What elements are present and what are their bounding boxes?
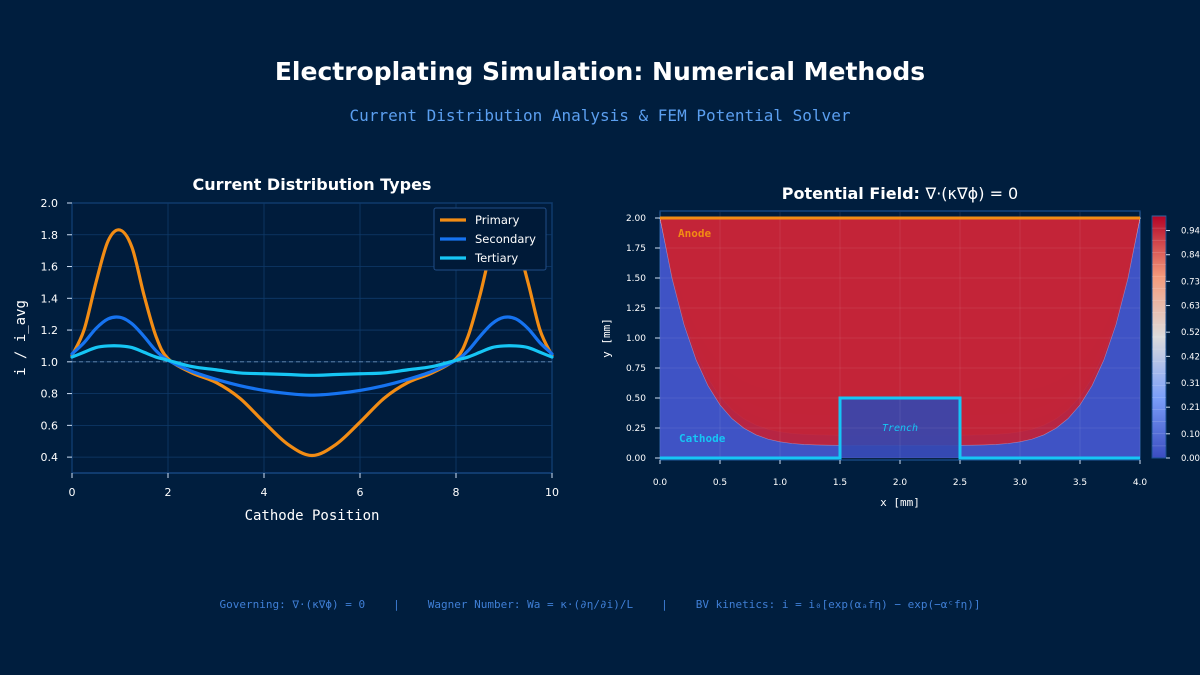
x-tick-label: 2.5	[953, 478, 967, 488]
colorbar-gradient	[1151, 215, 1167, 459]
y-tick-label: 1.25	[626, 304, 646, 314]
y-tick-label: 1.50	[626, 274, 646, 284]
x-tick-label: 0	[69, 486, 76, 499]
colorbar: 0.00 0.10 0.21 0.31 0.42 0.52 0.63 0.73 0.84 0.94	[1151, 215, 1200, 464]
y-tick-label: 0.50	[626, 394, 646, 404]
x-tick-label: 2.0	[893, 478, 908, 488]
x-tick-label: 1.5	[833, 478, 847, 488]
x-tick-label: 1.0	[773, 478, 788, 488]
x-tick-label: 4	[261, 486, 268, 499]
x-tick-label: 0.0	[653, 478, 668, 488]
y-tick-label: 1.2	[41, 324, 59, 337]
y-tick-label: 1.00	[626, 334, 646, 344]
x-ticks: 0.0 0.5 1.0 1.5 2.0 2.5 3.0 3.5 4.0	[653, 460, 1148, 488]
series-line-secondary	[70, 315, 554, 397]
legend-label-tertiary: Tertiary	[474, 251, 518, 265]
potential-field-chart: Potential Field: ∇·(κ∇ϕ) = 0 Anode Catho…	[600, 184, 1200, 509]
y-axis-label: y [mm]	[600, 318, 613, 358]
y-tick-label: 1.75	[626, 244, 646, 254]
current-distribution-chart: Current Distribution Types 0 2 4 6 8 10 0.40.…	[13, 175, 559, 524]
legend-box	[433, 207, 547, 271]
colorbar-tick-label: 0.52	[1181, 328, 1200, 338]
electrodes	[660, 216, 1140, 460]
footer-separator: |	[393, 598, 400, 611]
potential-contours	[659, 217, 1141, 458]
x-tick-label: 6	[357, 486, 364, 499]
colorbar-tick-label: 0.94	[1181, 227, 1200, 237]
y-tick-label: 1.6	[41, 261, 59, 274]
series-line-tertiary	[70, 344, 554, 377]
footer-equations: Governing: ∇·(κ∇ϕ) = 0 | Wagner Number: Wa…	[0, 598, 1200, 611]
colorbar-tick-label: 0.63	[1181, 302, 1200, 312]
y-tick-label: 0.4	[41, 451, 59, 464]
y-tick-label: 0.8	[41, 388, 59, 401]
wagner-number: Wagner Number: Wa = κ·(∂η/∂i)/L	[427, 598, 634, 611]
colorbar-tick-label: 0.73	[1181, 277, 1200, 287]
y-tick-label: 1.4	[41, 292, 59, 305]
y-axis-label: i / i_avg	[13, 300, 29, 376]
y-tick-label: 0.75	[626, 364, 646, 374]
y-tick-label: 2.0	[41, 197, 59, 210]
legend-label-primary: Primary	[475, 213, 520, 227]
governing-equation: Governing: ∇·(κ∇ϕ) = 0	[219, 598, 366, 611]
colorbar-tick-label: 0.31	[1181, 379, 1200, 389]
bv-kinetics: BV kinetics: i = i₀[exp(αₐfη) − exp(−αᶜf…	[695, 598, 981, 611]
y-ticks: 0.00 0.25 0.50 0.75 1.00 1.25 1.50 1.75 2.00	[626, 214, 660, 464]
cathode-line	[660, 396, 1140, 460]
x-tick-label: 4.0	[1133, 478, 1148, 488]
y-tick-label: 1.8	[41, 229, 59, 242]
x-tick-label: 2	[165, 486, 172, 499]
colorbar-tick-label: 0.21	[1181, 403, 1200, 413]
trench-label: Trench	[882, 423, 918, 434]
anode-label: Anode	[678, 227, 711, 240]
x-tick-label: 3.0	[1013, 478, 1028, 488]
x-tick-label: 3.5	[1073, 478, 1087, 488]
legend: Primary Secondary Tertiary	[433, 207, 547, 271]
y-ticks: 0.4 0.6 0.8 1.0 1.2 1.4 1.6 1.8 2.0	[41, 197, 72, 464]
page-subtitle: Current Distribution Analysis & FEM Pote…	[349, 106, 851, 125]
footer-separator: |	[661, 598, 668, 611]
y-tick-label: 0.00	[626, 454, 646, 464]
chart-title: Current Distribution Types	[193, 175, 432, 194]
y-tick-label: 0.25	[626, 424, 646, 434]
y-tick-label: 0.6	[41, 419, 59, 432]
y-tick-label: 1.0	[41, 356, 59, 369]
x-ticks: 0 2 4 6 8 10	[69, 473, 559, 499]
x-tick-label: 10	[545, 486, 559, 499]
colorbar-tick-label: 0.84	[1181, 251, 1200, 261]
colorbar-tick-label: 0.42	[1181, 352, 1200, 362]
colorbar-tick-label: 0.00	[1181, 454, 1200, 464]
page-title: Electroplating Simulation: Numerical Met…	[274, 57, 926, 86]
chart-title: Potential Field: ∇·(κ∇ϕ) = 0	[782, 184, 1018, 203]
x-axis-label: x [mm]	[880, 496, 920, 509]
legend-label-secondary: Secondary	[475, 232, 536, 246]
x-tick-label: 8	[453, 486, 460, 499]
x-tick-label: 0.5	[713, 478, 727, 488]
colorbar-tick-label: 0.10	[1181, 430, 1200, 440]
trench-region	[840, 398, 960, 458]
cathode-label: Cathode	[679, 432, 726, 445]
x-axis-label: Cathode Position	[245, 508, 380, 524]
y-tick-label: 2.00	[626, 214, 646, 224]
